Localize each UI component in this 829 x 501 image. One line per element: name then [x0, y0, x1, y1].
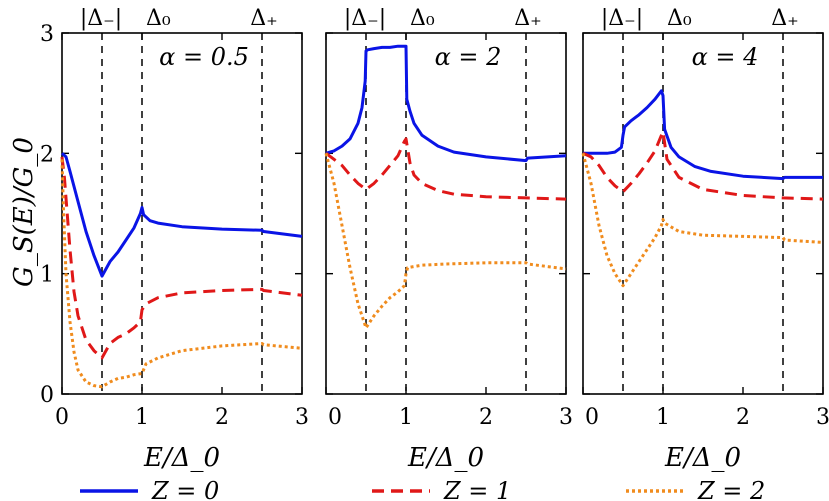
top-label-delta-0: Δ₀ [410, 6, 435, 31]
legend: Z = 0 Z = 1 Z = 2 [80, 477, 765, 501]
top-label-delta-plus: Δ₊ [250, 6, 278, 31]
top-label-delta-0: Δ₀ [146, 6, 171, 31]
series-line [583, 89, 823, 181]
x-tick-label: 1 [399, 405, 413, 430]
x-tick-label: 3 [559, 405, 573, 430]
x-axis-title: E/Δ_0 [143, 443, 220, 473]
x-tick-label: 2 [479, 405, 493, 430]
series-line [60, 159, 303, 389]
x-tick-label: 0 [55, 405, 69, 430]
panel-3: 0 1 2 3 |Δ₋| Δ₀ Δ₊ α = 4 E/Δ_0 [581, 6, 829, 473]
panel-frame [582, 32, 824, 395]
top-label-delta-minus: |Δ₋| [344, 6, 386, 31]
x-tick-label: 3 [816, 405, 829, 430]
legend-label: Z = 0 [151, 477, 219, 501]
legend-label: Z = 2 [697, 477, 765, 501]
series-line [325, 137, 567, 201]
top-label-delta-minus: |Δ₋| [601, 6, 643, 31]
x-tick-label: 1 [135, 405, 149, 430]
panel-frame [325, 32, 567, 395]
panel-title: α = 0.5 [159, 43, 249, 71]
y-axis-title: G_S(E)/G_0 [9, 137, 39, 287]
panel-1: 0 1 2 3 0 1 2 3 |Δ₋| Δ₀ Δ₊α = 0.5 E/Δ_0 [40, 6, 309, 473]
panel-2: 0 1 2 3 |Δ₋| Δ₀ Δ₊ α = 2 E/Δ_0 [324, 6, 573, 473]
x-tick-label: 0 [585, 405, 599, 430]
top-label-delta-0: Δ₀ [667, 6, 692, 31]
y-tick-label: 3 [40, 22, 54, 47]
top-label-delta-minus: |Δ₋| [80, 6, 122, 31]
series-line [60, 156, 303, 360]
x-tick-label: 3 [295, 405, 309, 430]
y-tick-label: 0 [40, 383, 54, 408]
series-line [581, 152, 824, 288]
x-axis-title: E/Δ_0 [407, 443, 484, 473]
panel-title: α = 2 [435, 43, 502, 71]
x-axis-title: E/Δ_0 [664, 443, 741, 473]
x-tick-label: 0 [328, 405, 342, 430]
top-label-delta-plus: Δ₊ [514, 6, 542, 31]
y-tick-label: 1 [40, 263, 54, 288]
y-tick-label: 2 [40, 142, 54, 167]
series-line [60, 152, 303, 278]
series-line [325, 44, 567, 163]
series-line [582, 130, 824, 201]
x-tick-label: 2 [736, 405, 750, 430]
top-label-delta-plus: Δ₊ [771, 6, 799, 31]
series-line [324, 152, 567, 330]
x-tick-label: 1 [656, 405, 670, 430]
panel-frame [61, 32, 303, 395]
legend-label: Z = 1 [443, 477, 511, 501]
panel-title: α = 4 [692, 43, 759, 71]
x-tick-label: 2 [215, 405, 229, 430]
